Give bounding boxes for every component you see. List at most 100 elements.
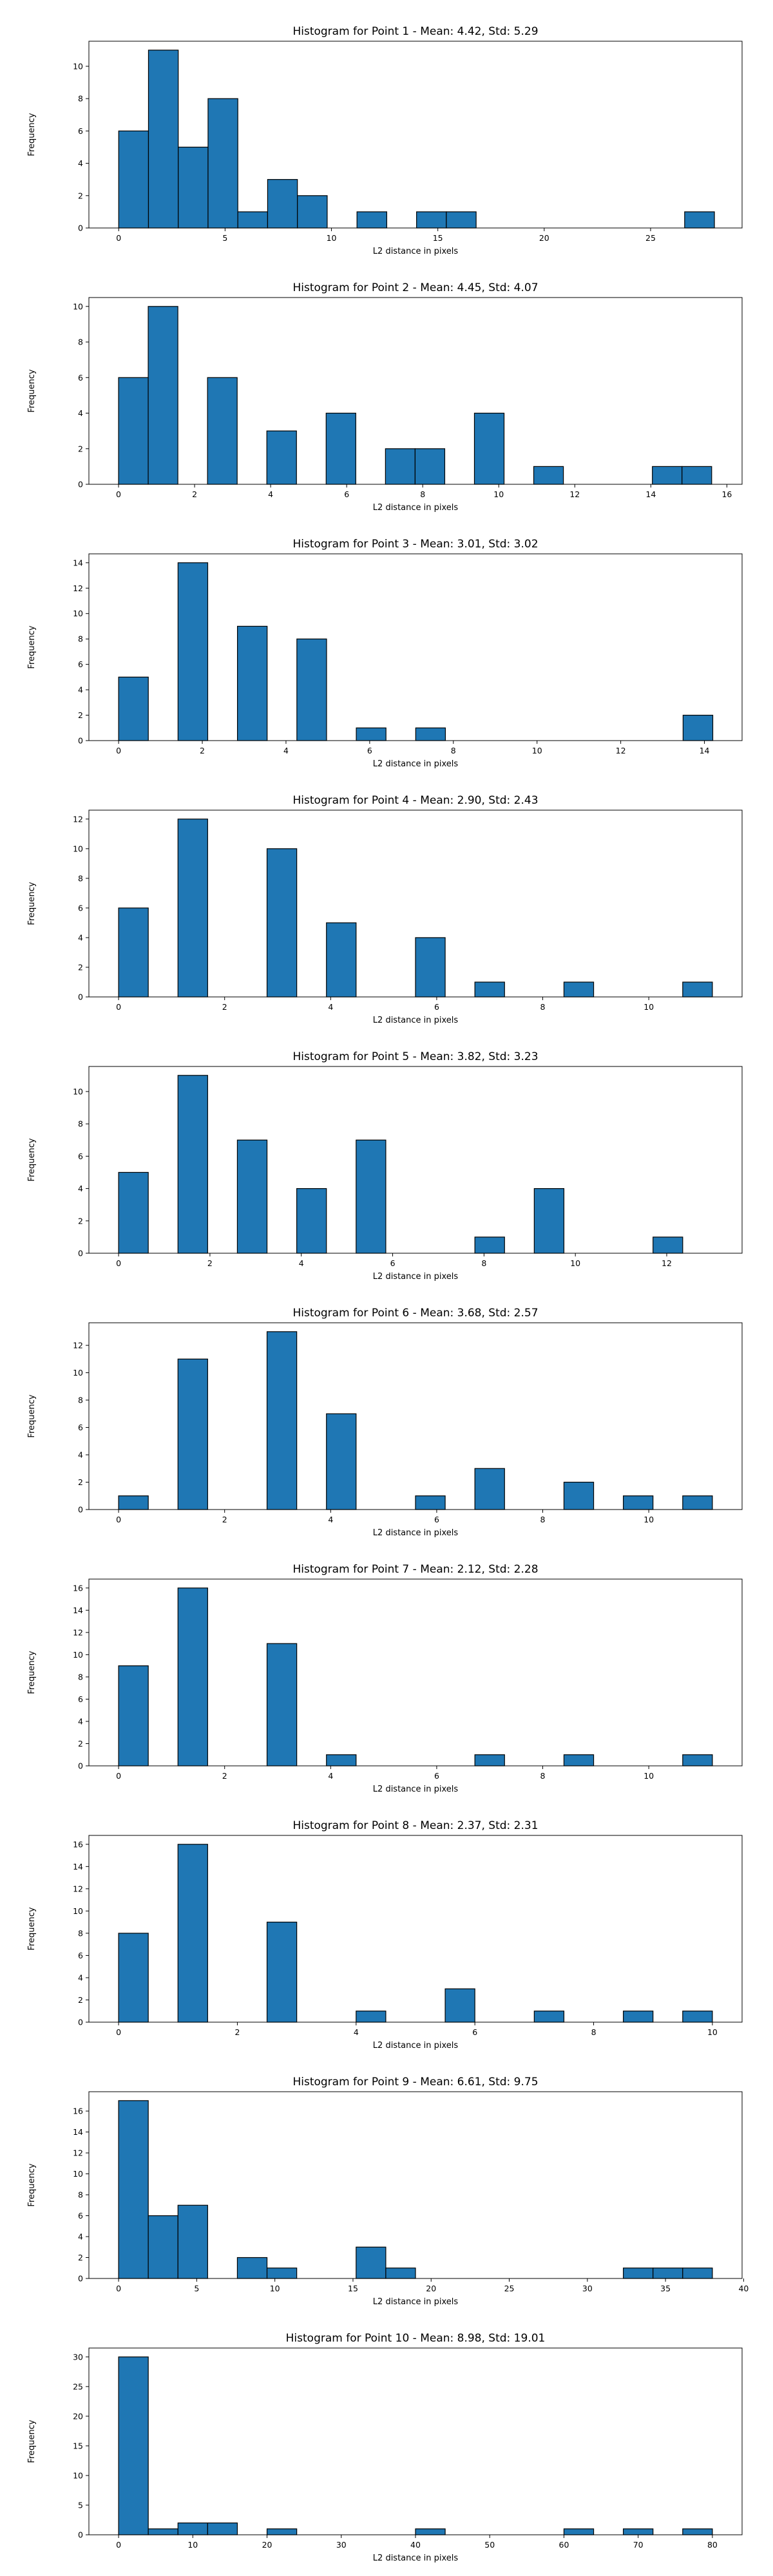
x-tick-label: 70 xyxy=(633,2540,644,2550)
plot-frame xyxy=(88,810,743,998)
histogram-bar xyxy=(177,2522,208,2535)
x-tick-label: 15 xyxy=(348,2284,358,2293)
histogram-bar xyxy=(266,1331,298,1510)
histogram-bar xyxy=(653,1236,683,1254)
x-tick-label: 6 xyxy=(390,1258,396,1268)
chart-panel-5: Histogram for Point 5 - Mean: 3.82, Std:… xyxy=(27,1050,743,1282)
x-tick-label: 8 xyxy=(451,746,456,755)
x-tick-label: 10 xyxy=(707,2027,718,2037)
y-tick-label: 30 xyxy=(73,2352,83,2362)
histogram-bar xyxy=(118,676,149,741)
plot-frame xyxy=(88,2347,743,2535)
x-tick-label: 10 xyxy=(644,1515,654,1524)
y-tick-label: 10 xyxy=(73,609,83,618)
x-tick-label: 10 xyxy=(532,746,542,755)
y-tick-label: 12 xyxy=(73,814,83,824)
y-tick-label: 15 xyxy=(73,2441,83,2450)
histogram-bar xyxy=(474,1754,505,1766)
chart-title: Histogram for Point 7 - Mean: 2.12, Std:… xyxy=(292,1563,538,1576)
y-tick-label: 16 xyxy=(73,1839,83,1849)
x-tick-label: 12 xyxy=(662,1258,672,1268)
histogram-bar xyxy=(326,1754,357,1766)
chart-title: Histogram for Point 6 - Mean: 3.68, Std:… xyxy=(292,1307,538,1320)
y-axis-label: Frequency xyxy=(27,369,37,412)
plot-frame xyxy=(88,297,743,485)
x-axis-label: L2 distance in pixels xyxy=(373,759,459,769)
histogram-bar xyxy=(118,130,149,229)
histogram-bar xyxy=(267,179,298,229)
histogram-bar xyxy=(177,2204,208,2279)
y-axis-label: Frequency xyxy=(27,1394,37,1437)
chart-panel-2: Histogram for Point 2 - Mean: 4.45, Std:… xyxy=(27,281,743,513)
y-tick-label: 10 xyxy=(73,2470,83,2480)
y-tick-label: 0 xyxy=(78,2530,83,2540)
histogram-bar xyxy=(623,2011,654,2023)
y-tick-label: 6 xyxy=(78,659,83,669)
y-tick-label: 14 xyxy=(73,1862,83,1871)
histogram-bar xyxy=(682,981,713,998)
x-tick-label: 50 xyxy=(484,2540,495,2550)
y-tick-label: 8 xyxy=(78,873,83,883)
histogram-bar xyxy=(296,1188,327,1254)
x-tick-label: 80 xyxy=(707,2540,718,2550)
x-tick-label: 30 xyxy=(336,2540,347,2550)
y-tick-label: 2 xyxy=(78,1477,83,1487)
chart-title: Histogram for Point 10 - Mean: 8.98, Std… xyxy=(286,2332,546,2345)
histogram-bar xyxy=(178,146,209,229)
y-tick-label: 14 xyxy=(73,558,83,567)
histogram-bar xyxy=(177,1075,208,1254)
x-tick-label: 14 xyxy=(700,746,710,755)
y-axis-label: Frequency xyxy=(27,2163,37,2206)
y-tick-label: 10 xyxy=(73,1368,83,1378)
histogram-bar xyxy=(266,1922,298,2023)
y-tick-label: 4 xyxy=(78,1450,83,1460)
x-tick-label: 60 xyxy=(559,2540,569,2550)
histogram-bar xyxy=(415,2528,446,2535)
x-tick-label: 8 xyxy=(591,2027,596,2037)
histogram-bar xyxy=(474,981,505,998)
y-axis-label: Frequency xyxy=(27,1907,37,1950)
histogram-bar xyxy=(326,1413,357,1510)
histogram-bar xyxy=(297,195,328,229)
histogram-bar xyxy=(266,2268,298,2279)
histogram-bar xyxy=(416,211,447,229)
histogram-bar xyxy=(533,2011,565,2023)
histogram-bar xyxy=(473,412,505,485)
y-tick-label: 2 xyxy=(78,1995,83,2005)
histogram-bar xyxy=(533,1188,565,1254)
y-tick-label: 2 xyxy=(78,1739,83,1748)
x-axis-label: L2 distance in pixels xyxy=(373,1528,459,1538)
y-tick-label: 14 xyxy=(73,1605,83,1615)
histogram-bar xyxy=(446,211,477,229)
y-tick-label: 25 xyxy=(73,2382,83,2391)
x-tick-label: 20 xyxy=(426,2284,436,2293)
histogram-bar xyxy=(296,638,327,741)
x-tick-label: 4 xyxy=(328,1002,333,1012)
x-tick-label: 12 xyxy=(616,746,626,755)
histogram-bar xyxy=(207,2522,238,2535)
y-tick-label: 10 xyxy=(73,1906,83,1916)
y-tick-label: 10 xyxy=(73,2169,83,2179)
plot-frame xyxy=(88,1322,743,1510)
x-tick-label: 10 xyxy=(644,1002,654,1012)
x-tick-label: 6 xyxy=(434,1771,439,1781)
histogram-bar xyxy=(356,2246,386,2279)
y-axis-label: Frequency xyxy=(27,113,37,156)
histogram-bar xyxy=(682,2528,713,2535)
histogram-bar xyxy=(118,2100,149,2279)
x-tick-label: 10 xyxy=(327,233,337,243)
x-tick-label: 0 xyxy=(116,1002,121,1012)
histogram-bar xyxy=(177,1844,208,2023)
histogram-bar xyxy=(177,1587,208,1766)
x-tick-label: 0 xyxy=(116,2540,121,2550)
histogram-bar xyxy=(682,714,714,741)
y-tick-label: 0 xyxy=(78,2274,83,2284)
x-tick-label: 8 xyxy=(481,1258,486,1268)
histogram-bar xyxy=(414,448,446,485)
y-tick-label: 0 xyxy=(78,1505,83,1515)
x-tick-label: 8 xyxy=(420,489,425,499)
plot-frame xyxy=(88,2091,743,2279)
histogram-bar xyxy=(237,625,268,741)
y-tick-label: 0 xyxy=(78,480,83,489)
histogram-bar xyxy=(325,412,356,485)
